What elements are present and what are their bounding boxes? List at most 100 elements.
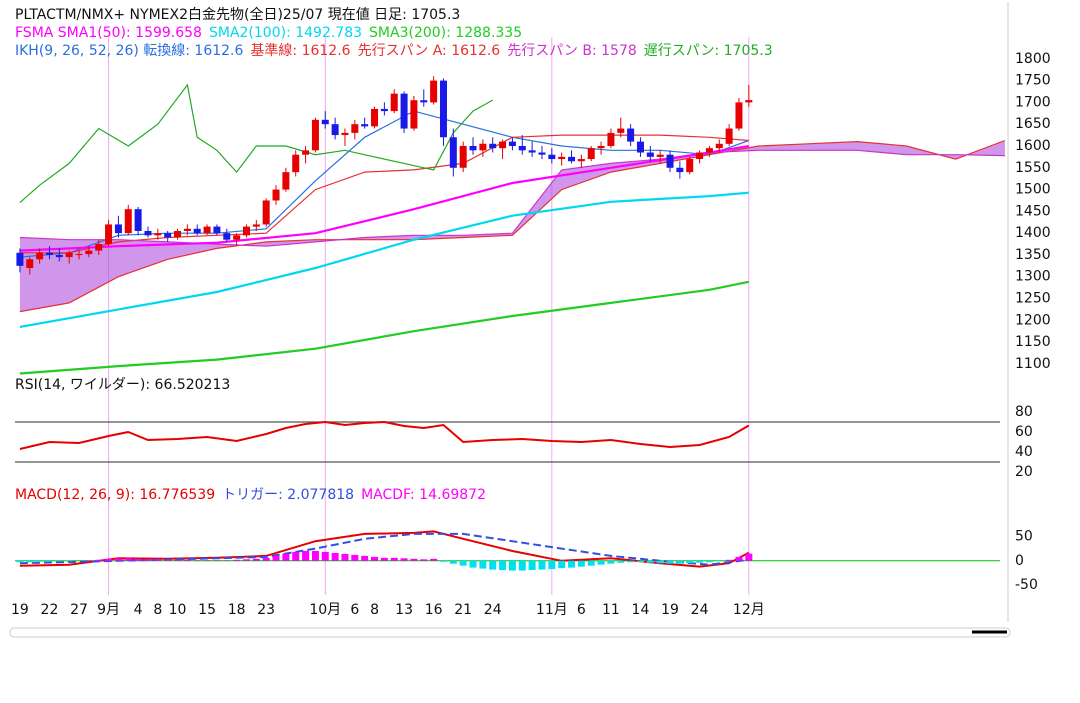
x-tick-label: 22 xyxy=(41,602,59,618)
histogram-bar xyxy=(144,559,152,561)
histogram-bar xyxy=(36,560,44,562)
series-line xyxy=(19,191,749,328)
legend-entry: IKH(9, 26, 52, 26) 転換線: 1612.6 xyxy=(15,43,244,59)
ichimoku-legend: IKH(9, 26, 52, 26) 転換線: 1612.6 基準線: 1612.… xyxy=(15,42,780,60)
histogram-bar xyxy=(331,552,339,561)
y-tick-label: 1150 xyxy=(1015,334,1051,350)
histogram-bar xyxy=(400,558,408,561)
legend-entry: MACDF: 14.69872 xyxy=(361,487,486,503)
x-tick-label: 4 xyxy=(134,602,143,618)
candle-body xyxy=(55,254,63,258)
histogram-bar xyxy=(105,558,113,561)
candle-body xyxy=(341,132,349,136)
candle-body xyxy=(95,244,103,251)
legend-entry: 基準線: 1612.6 xyxy=(250,43,351,59)
histogram-bar xyxy=(568,560,576,568)
y-tick-label: 1650 xyxy=(1015,116,1051,132)
y-tick-label: 1600 xyxy=(1015,138,1051,154)
candle-body xyxy=(518,145,526,151)
histogram-bar xyxy=(16,560,24,563)
histogram-bar xyxy=(410,558,418,561)
main-legend: PLTACTM/NMX+ NYMEX2白金先物(全日)25/07 現在値 日足:… xyxy=(15,6,780,60)
x-tick-label: 9月 xyxy=(97,602,120,618)
histogram-bar xyxy=(430,558,438,561)
x-tick-label: 10 xyxy=(169,602,187,618)
legend-entry: SMA2(100): 1492.783 xyxy=(208,25,363,41)
candle-body xyxy=(469,145,477,151)
x-tick-label: 6 xyxy=(350,602,359,618)
candle-body xyxy=(646,152,654,157)
histogram-bar xyxy=(607,560,615,564)
candle-body xyxy=(390,93,398,112)
candle-body xyxy=(114,224,122,234)
x-tick-label: 10月 xyxy=(309,602,341,618)
x-tick-label: 19 xyxy=(11,602,29,618)
y-tick-label: 20 xyxy=(1015,464,1033,480)
histogram-bar xyxy=(538,560,546,570)
x-tick-label: 21 xyxy=(454,602,472,618)
ichimoku-cloud xyxy=(19,140,1005,312)
candle-body xyxy=(203,226,211,234)
series-line xyxy=(19,530,750,568)
y-tick-label: 1500 xyxy=(1015,182,1051,198)
candle-body xyxy=(45,252,53,255)
candle-body xyxy=(439,80,447,138)
series-line xyxy=(19,532,749,566)
series-line xyxy=(19,280,750,375)
histogram-bar xyxy=(745,553,753,561)
candle-body xyxy=(676,167,684,173)
histogram-bar xyxy=(479,560,487,569)
histogram-bar xyxy=(302,551,310,561)
histogram-bar xyxy=(597,560,605,565)
candle-body xyxy=(262,200,270,225)
candle-body xyxy=(292,154,300,173)
candle-body xyxy=(666,154,674,168)
histogram-bar xyxy=(292,551,300,561)
series-line xyxy=(19,145,749,252)
y-tick-label: 0 xyxy=(1015,553,1024,569)
candle-body xyxy=(745,100,753,103)
candle-body xyxy=(26,259,34,269)
histogram-bar xyxy=(154,559,162,561)
y-tick-label: 1350 xyxy=(1015,247,1051,263)
histogram-bar xyxy=(164,559,172,561)
candle-body xyxy=(617,128,625,133)
x-tick-label: 11 xyxy=(602,602,620,618)
candle-body xyxy=(627,128,635,142)
y-tick-label: -50 xyxy=(1015,577,1038,593)
histogram-bar xyxy=(499,560,507,571)
candle-body xyxy=(16,252,24,266)
candle-body xyxy=(538,152,546,155)
histogram-bar xyxy=(627,560,635,563)
candle-body xyxy=(548,154,556,160)
x-tick-label: 18 xyxy=(228,602,246,618)
legend-entry: 先行スパン A: 1612.6 xyxy=(357,43,501,59)
candle-body xyxy=(400,93,408,129)
series-line xyxy=(19,134,749,254)
marks-layer: 1100115012001250130013501400145015001550… xyxy=(11,51,1051,618)
x-tick-label: 6 xyxy=(577,602,586,618)
histogram-bar xyxy=(233,559,241,561)
x-tick-label: 24 xyxy=(484,602,502,618)
histogram-bar xyxy=(380,557,388,561)
x-tick-label: 13 xyxy=(395,602,413,618)
candle-body xyxy=(154,233,162,236)
scrollbar[interactable] xyxy=(9,627,1011,638)
y-tick-label: 1200 xyxy=(1015,312,1051,328)
legend-entry: トリガー: 2.077818 xyxy=(222,487,355,503)
histogram-bar xyxy=(124,558,132,561)
y-tick-label: 40 xyxy=(1015,444,1033,460)
histogram-bar xyxy=(311,551,319,561)
y-tick-label: 1800 xyxy=(1015,51,1051,67)
histogram-bar xyxy=(646,560,654,563)
histogram-bar xyxy=(528,560,536,571)
x-tick-label: 14 xyxy=(632,602,650,618)
candle-body xyxy=(705,148,713,153)
histogram-bar xyxy=(696,560,704,563)
series-line xyxy=(19,149,1005,247)
histogram-bar xyxy=(252,558,260,561)
histogram-bar xyxy=(666,560,674,564)
candle-body xyxy=(577,159,585,162)
candle-body xyxy=(607,132,615,146)
